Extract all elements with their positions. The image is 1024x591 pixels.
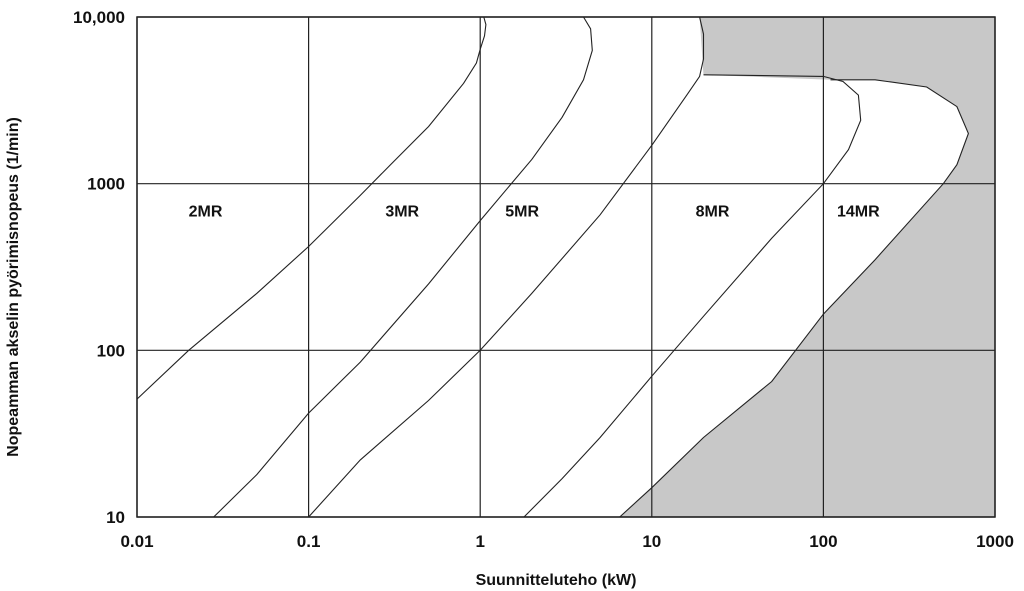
x-axis-title: Suunnitteluteho (kW) (476, 572, 637, 589)
series-label-14mr: 14MR (837, 204, 880, 221)
series-label-5mr: 5MR (505, 204, 539, 221)
series-label-3mr: 3MR (385, 204, 419, 221)
series-line-3mr (213, 16, 593, 518)
curves-layer (136, 16, 969, 518)
y-tick-label-10: 10 (106, 508, 125, 527)
x-tick-label-1000: 1000 (976, 532, 1014, 551)
x-tick-label-100: 100 (809, 532, 837, 551)
series-label-2mr: 2MR (189, 204, 223, 221)
y-tick-label-1000: 1000 (87, 175, 125, 194)
series-label-8mr: 8MR (696, 204, 730, 221)
y-tick-label-10-000: 10,000 (73, 8, 125, 27)
x-tick-label-1: 1 (475, 532, 484, 551)
series-labels-layer: 2MR 3MR 5MR 8MR 14MR (189, 204, 880, 221)
series-line-2mr (136, 16, 487, 400)
shaded-region (619, 17, 995, 517)
x-tick-label-0-1: 0.1 (297, 532, 321, 551)
tick-labels-layer: 0.01 0.1 1 10 100 1000 10 100 1000 10,000 (73, 8, 1014, 551)
y-axis-title: Nopeamman akselin pyörimisnopeus (1/min) (5, 117, 22, 457)
x-tick-label-0-01: 0.01 (120, 532, 153, 551)
shaded-region-layer (619, 17, 995, 517)
series-line-14mr (619, 79, 969, 518)
y-tick-label-100: 100 (97, 341, 125, 360)
series-line-8mr (523, 74, 862, 518)
plot-frame (136, 16, 996, 518)
x-tick-label-10: 10 (642, 532, 661, 551)
series-line-5mr (308, 16, 705, 518)
